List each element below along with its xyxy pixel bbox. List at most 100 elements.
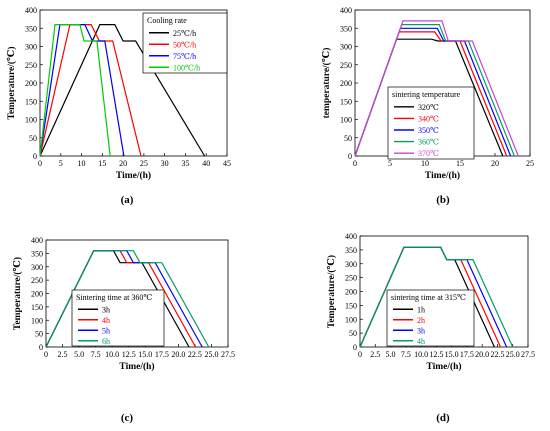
- y-axis-label: Temperature/(℃): [6, 46, 17, 119]
- legend-title: sintering time at 315℃: [391, 293, 466, 302]
- legend-title: Sintering time at 360℃: [76, 293, 152, 302]
- y-tick-label: 50: [349, 329, 357, 338]
- y-tick-label: 100: [25, 116, 37, 125]
- x-axis-label: Time/(h): [426, 361, 461, 372]
- x-tick-label: 25: [140, 159, 148, 168]
- x-tick-label: 15.0: [445, 350, 459, 359]
- legend-title: Cooling rate: [147, 16, 187, 25]
- series-line-4: [359, 246, 514, 348]
- y-axis-label: Temperature/(℃): [326, 255, 337, 328]
- legend-entry: 2h: [417, 316, 425, 325]
- y-axis-label: Temperature/(℃): [12, 257, 23, 330]
- x-tick-label: 15: [456, 159, 464, 168]
- y-tick-label: 300: [31, 263, 43, 272]
- x-tick-label: 7.5: [91, 350, 101, 359]
- x-tick-label: 17.5: [155, 350, 169, 359]
- y-tick-label: 200: [31, 290, 43, 299]
- y-tick-label: 400: [25, 6, 37, 15]
- x-tick-label: 20: [119, 159, 127, 168]
- legend-entry: 3h: [417, 326, 425, 335]
- x-tick-label: 22.5: [490, 350, 504, 359]
- series-line-3: [39, 24, 125, 157]
- y-tick-label: 400: [340, 6, 352, 15]
- x-tick-label: 2.5: [370, 350, 380, 359]
- legend-entry: 25℃/h: [173, 29, 196, 38]
- x-tick-label: 2.5: [58, 350, 68, 359]
- y-tick-label: 100: [345, 315, 357, 324]
- y-tick-label: 150: [25, 97, 37, 106]
- legend-entry: 320℃: [418, 103, 439, 112]
- x-tick-label: 10.0: [414, 350, 428, 359]
- y-tick-label: 350: [340, 24, 352, 33]
- legend-entry: 75℃/h: [173, 52, 196, 61]
- y-tick-label: 350: [31, 249, 43, 258]
- x-tick-label: 15.0: [138, 350, 152, 359]
- x-tick-label: 45: [223, 159, 231, 168]
- chart-panel-1: 0 5 10 15 20 25 30 35 40 45 0 50 100 150 200 250 300 350 4…: [6, 6, 231, 206]
- x-tick-label: 20: [491, 159, 499, 168]
- y-tick-label: 100: [340, 116, 352, 125]
- y-axis-label: temperature/(℃): [321, 48, 332, 119]
- legend-entry: 100℃/h: [173, 63, 200, 72]
- x-tick-label: 5.0: [74, 350, 84, 359]
- y-tick-label: 50: [29, 134, 37, 143]
- series-line-5: [354, 20, 519, 157]
- y-tick-label: 250: [31, 276, 43, 285]
- x-tick-label: 10: [78, 159, 86, 168]
- y-tick-label: 0: [353, 343, 357, 352]
- x-tick-label: 20.0: [171, 350, 185, 359]
- series-line-2: [39, 24, 142, 157]
- x-tick-label: 17.5: [460, 350, 474, 359]
- x-tick-label: 5.0: [386, 350, 396, 359]
- y-tick-label: 400: [31, 236, 43, 245]
- legend-entry: 1h: [417, 305, 425, 314]
- x-axis-label: Time/(h): [116, 170, 151, 181]
- y-tick-label: 150: [340, 97, 352, 106]
- legend-box: [386, 289, 475, 347]
- legend-box: [387, 86, 475, 160]
- y-tick-label: 0: [33, 152, 37, 161]
- x-tick-label: 7.5: [401, 350, 411, 359]
- y-tick-label: 0: [39, 343, 43, 352]
- x-tick-label: 5: [388, 159, 392, 168]
- legend-entry: 370℃: [418, 149, 439, 158]
- x-axis-label: Time/(h): [119, 361, 154, 372]
- x-tick-label: 0: [353, 159, 357, 168]
- y-tick-label: 300: [345, 260, 357, 269]
- x-tick-label: 35: [181, 159, 189, 168]
- legend-entry: 360℃: [418, 138, 439, 147]
- legend-entry: 340℃: [418, 114, 439, 123]
- x-tick-label: 27.5: [521, 350, 535, 359]
- legend-entry: 50℃/h: [173, 40, 196, 49]
- legend-title: sintering temperature: [392, 90, 461, 99]
- x-tick-label: 30: [161, 159, 169, 168]
- y-tick-label: 0: [348, 152, 352, 161]
- y-tick-label: 350: [25, 24, 37, 33]
- legend-entry: 5h: [102, 326, 110, 335]
- x-axis-label: Time/(h): [425, 170, 460, 181]
- y-tick-label: 200: [25, 79, 37, 88]
- y-tick-label: 300: [25, 43, 37, 52]
- x-tick-label: 0: [44, 350, 48, 359]
- x-tick-label: 0: [358, 350, 362, 359]
- x-tick-label: 25.0: [204, 350, 218, 359]
- legend-box: [142, 12, 228, 74]
- x-tick-label: 27.5: [221, 350, 235, 359]
- x-tick-label: 10: [421, 159, 429, 168]
- x-tick-label: 40: [202, 159, 210, 168]
- x-tick-label: 22.5: [188, 350, 202, 359]
- x-tick-label: 12.5: [429, 350, 443, 359]
- legend-box: [71, 289, 165, 347]
- legend-entry: 3h: [102, 305, 110, 314]
- y-tick-label: 250: [340, 61, 352, 70]
- x-tick-label: 25: [526, 159, 534, 168]
- y-tick-label: 400: [345, 232, 357, 241]
- series-line-4: [39, 24, 111, 157]
- x-tick-label: 25.0: [506, 350, 520, 359]
- x-tick-label: 15: [98, 159, 106, 168]
- panel-caption: (d): [436, 412, 450, 424]
- panel-caption: (c): [121, 412, 134, 424]
- x-tick-label: 12.5: [122, 350, 136, 359]
